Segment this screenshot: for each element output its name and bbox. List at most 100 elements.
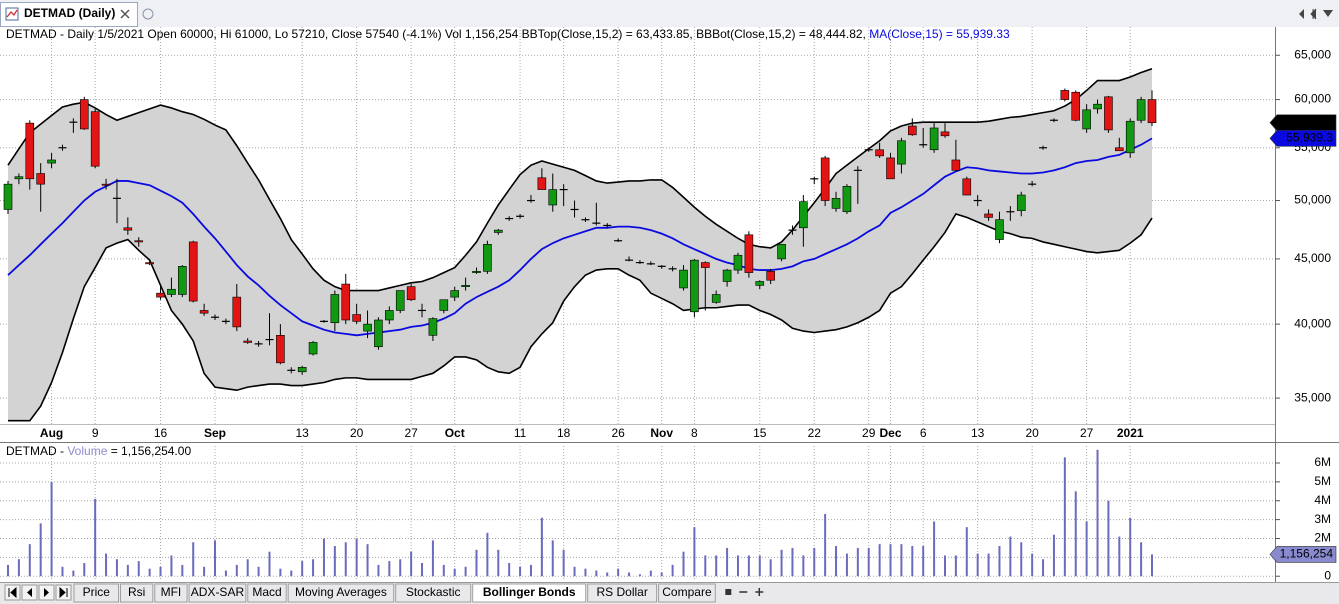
- indicator-tab[interactable]: Price: [73, 583, 119, 603]
- tab-face: [287, 583, 395, 603]
- candle-body: [548, 189, 558, 206]
- indicator-tab[interactable]: Stockastic: [395, 583, 472, 603]
- volume-info-prefix: DETMAD -: [6, 444, 67, 458]
- candle-body: [537, 177, 547, 190]
- scroll-right[interactable]: [1310, 8, 1317, 20]
- ma-tag-text: 55,939.3: [1286, 131, 1333, 145]
- volume-bar: [573, 566, 576, 577]
- indicator-tab[interactable]: Macd: [247, 583, 287, 603]
- volume-bar: [551, 540, 554, 577]
- volume-bar: [83, 563, 86, 577]
- candle-body: [101, 183, 111, 186]
- volume-bar: [802, 555, 805, 577]
- volume-bar: [529, 564, 532, 577]
- candle-body: [1093, 103, 1102, 110]
- lock-icon[interactable]: [725, 589, 732, 595]
- nav-buttons: [4, 584, 72, 601]
- indicator-tab[interactable]: ADX-SAR: [188, 583, 247, 603]
- volume-bar: [845, 553, 848, 577]
- scroll-left[interactable]: [1299, 9, 1304, 19]
- volume: [7, 449, 1153, 577]
- candle-body: [1104, 96, 1113, 131]
- moving-average: [7, 137, 1153, 337]
- candle-body: [461, 285, 470, 287]
- volume-bar: [61, 566, 64, 577]
- x-tick-label: 11: [514, 426, 527, 440]
- candle-body: [886, 157, 895, 180]
- y-tick-label: 35,000: [1294, 390, 1331, 404]
- tab-label: Macd: [252, 585, 281, 599]
- indicator-tab[interactable]: Compare: [658, 583, 716, 603]
- candle-body: [352, 314, 361, 322]
- volume-bar: [835, 546, 838, 577]
- candle-body: [755, 281, 765, 286]
- tab-label: Stockastic: [406, 585, 461, 599]
- candle-body: [439, 299, 449, 311]
- ma-info: MA(Close,15) = 55,939.33: [869, 27, 1010, 41]
- candle-body: [36, 173, 45, 185]
- candle-body: [297, 367, 307, 373]
- volume-bar: [715, 555, 718, 577]
- volume-bar: [911, 546, 914, 577]
- indicator-tab[interactable]: Bollinger Bonds: [472, 583, 587, 603]
- volume-bar: [192, 542, 195, 577]
- volume-bar: [660, 572, 663, 577]
- x-tick-label: 20: [1025, 426, 1039, 440]
- tab-icon: [5, 7, 19, 21]
- indicator-tab[interactable]: Rsi: [120, 583, 154, 603]
- volume-tag: 1,156,254: [1269, 546, 1337, 563]
- volume-bar: [355, 538, 358, 577]
- volume-bar: [224, 570, 227, 577]
- nav-last-icon: [59, 586, 68, 599]
- candle-body: [145, 262, 154, 265]
- new-tab[interactable]: [142, 8, 154, 20]
- x-tick-label: 2021: [1117, 426, 1144, 440]
- x-tick-label: 26: [611, 426, 625, 440]
- candle-body: [1147, 99, 1157, 124]
- volume-bar: [606, 572, 609, 577]
- candle-body: [711, 294, 721, 303]
- indicator-tab[interactable]: Moving Averages: [287, 583, 395, 603]
- tab-menu[interactable]: [1323, 10, 1333, 17]
- volume-bar: [105, 553, 108, 577]
- tab-close[interactable]: [120, 9, 130, 19]
- window-tab[interactable]: [0, 2, 138, 27]
- volume-bar: [431, 540, 434, 577]
- candle-body: [722, 269, 732, 282]
- candle-body: [940, 131, 950, 137]
- candle-body: [908, 125, 917, 136]
- y-tick-label: 45,000: [1294, 251, 1331, 265]
- indicator-tab[interactable]: RS Dollar: [587, 583, 658, 603]
- candle-body: [842, 186, 852, 213]
- y-tick-label: 2M: [1314, 531, 1331, 545]
- candle-body: [243, 340, 252, 343]
- tab-face: [395, 583, 472, 603]
- volume-bar: [1129, 517, 1132, 577]
- volume-bar: [235, 564, 238, 577]
- volume-bar: [257, 566, 260, 577]
- volume-bar: [301, 561, 304, 577]
- volume-bar: [954, 555, 957, 577]
- volume-bar: [508, 563, 511, 577]
- volume-bar: [1052, 534, 1055, 577]
- volume-bar: [214, 540, 217, 577]
- tab-label: MFI: [161, 585, 182, 599]
- volume-bar: [1063, 457, 1066, 577]
- candle-body: [1071, 91, 1081, 121]
- candle-body: [134, 240, 144, 243]
- volume-bar: [344, 542, 347, 577]
- volume-bar: [584, 568, 587, 577]
- bollinger-bands: [7, 67, 1153, 422]
- volume-bar: [94, 498, 97, 577]
- indicator-tab[interactable]: MFI: [154, 583, 188, 603]
- x-tick-label: 8: [691, 426, 698, 440]
- y-tick-label: 65,000: [1294, 47, 1331, 61]
- volume-bar: [366, 544, 369, 577]
- volume-bar: [1140, 542, 1143, 577]
- tab-icon-line: [6, 9, 18, 18]
- volume-bar: [50, 481, 53, 577]
- candle-body: [178, 266, 187, 295]
- volume-bar: [279, 568, 282, 577]
- zoom-in-icon[interactable]: [755, 588, 764, 596]
- volume-bar: [246, 559, 249, 577]
